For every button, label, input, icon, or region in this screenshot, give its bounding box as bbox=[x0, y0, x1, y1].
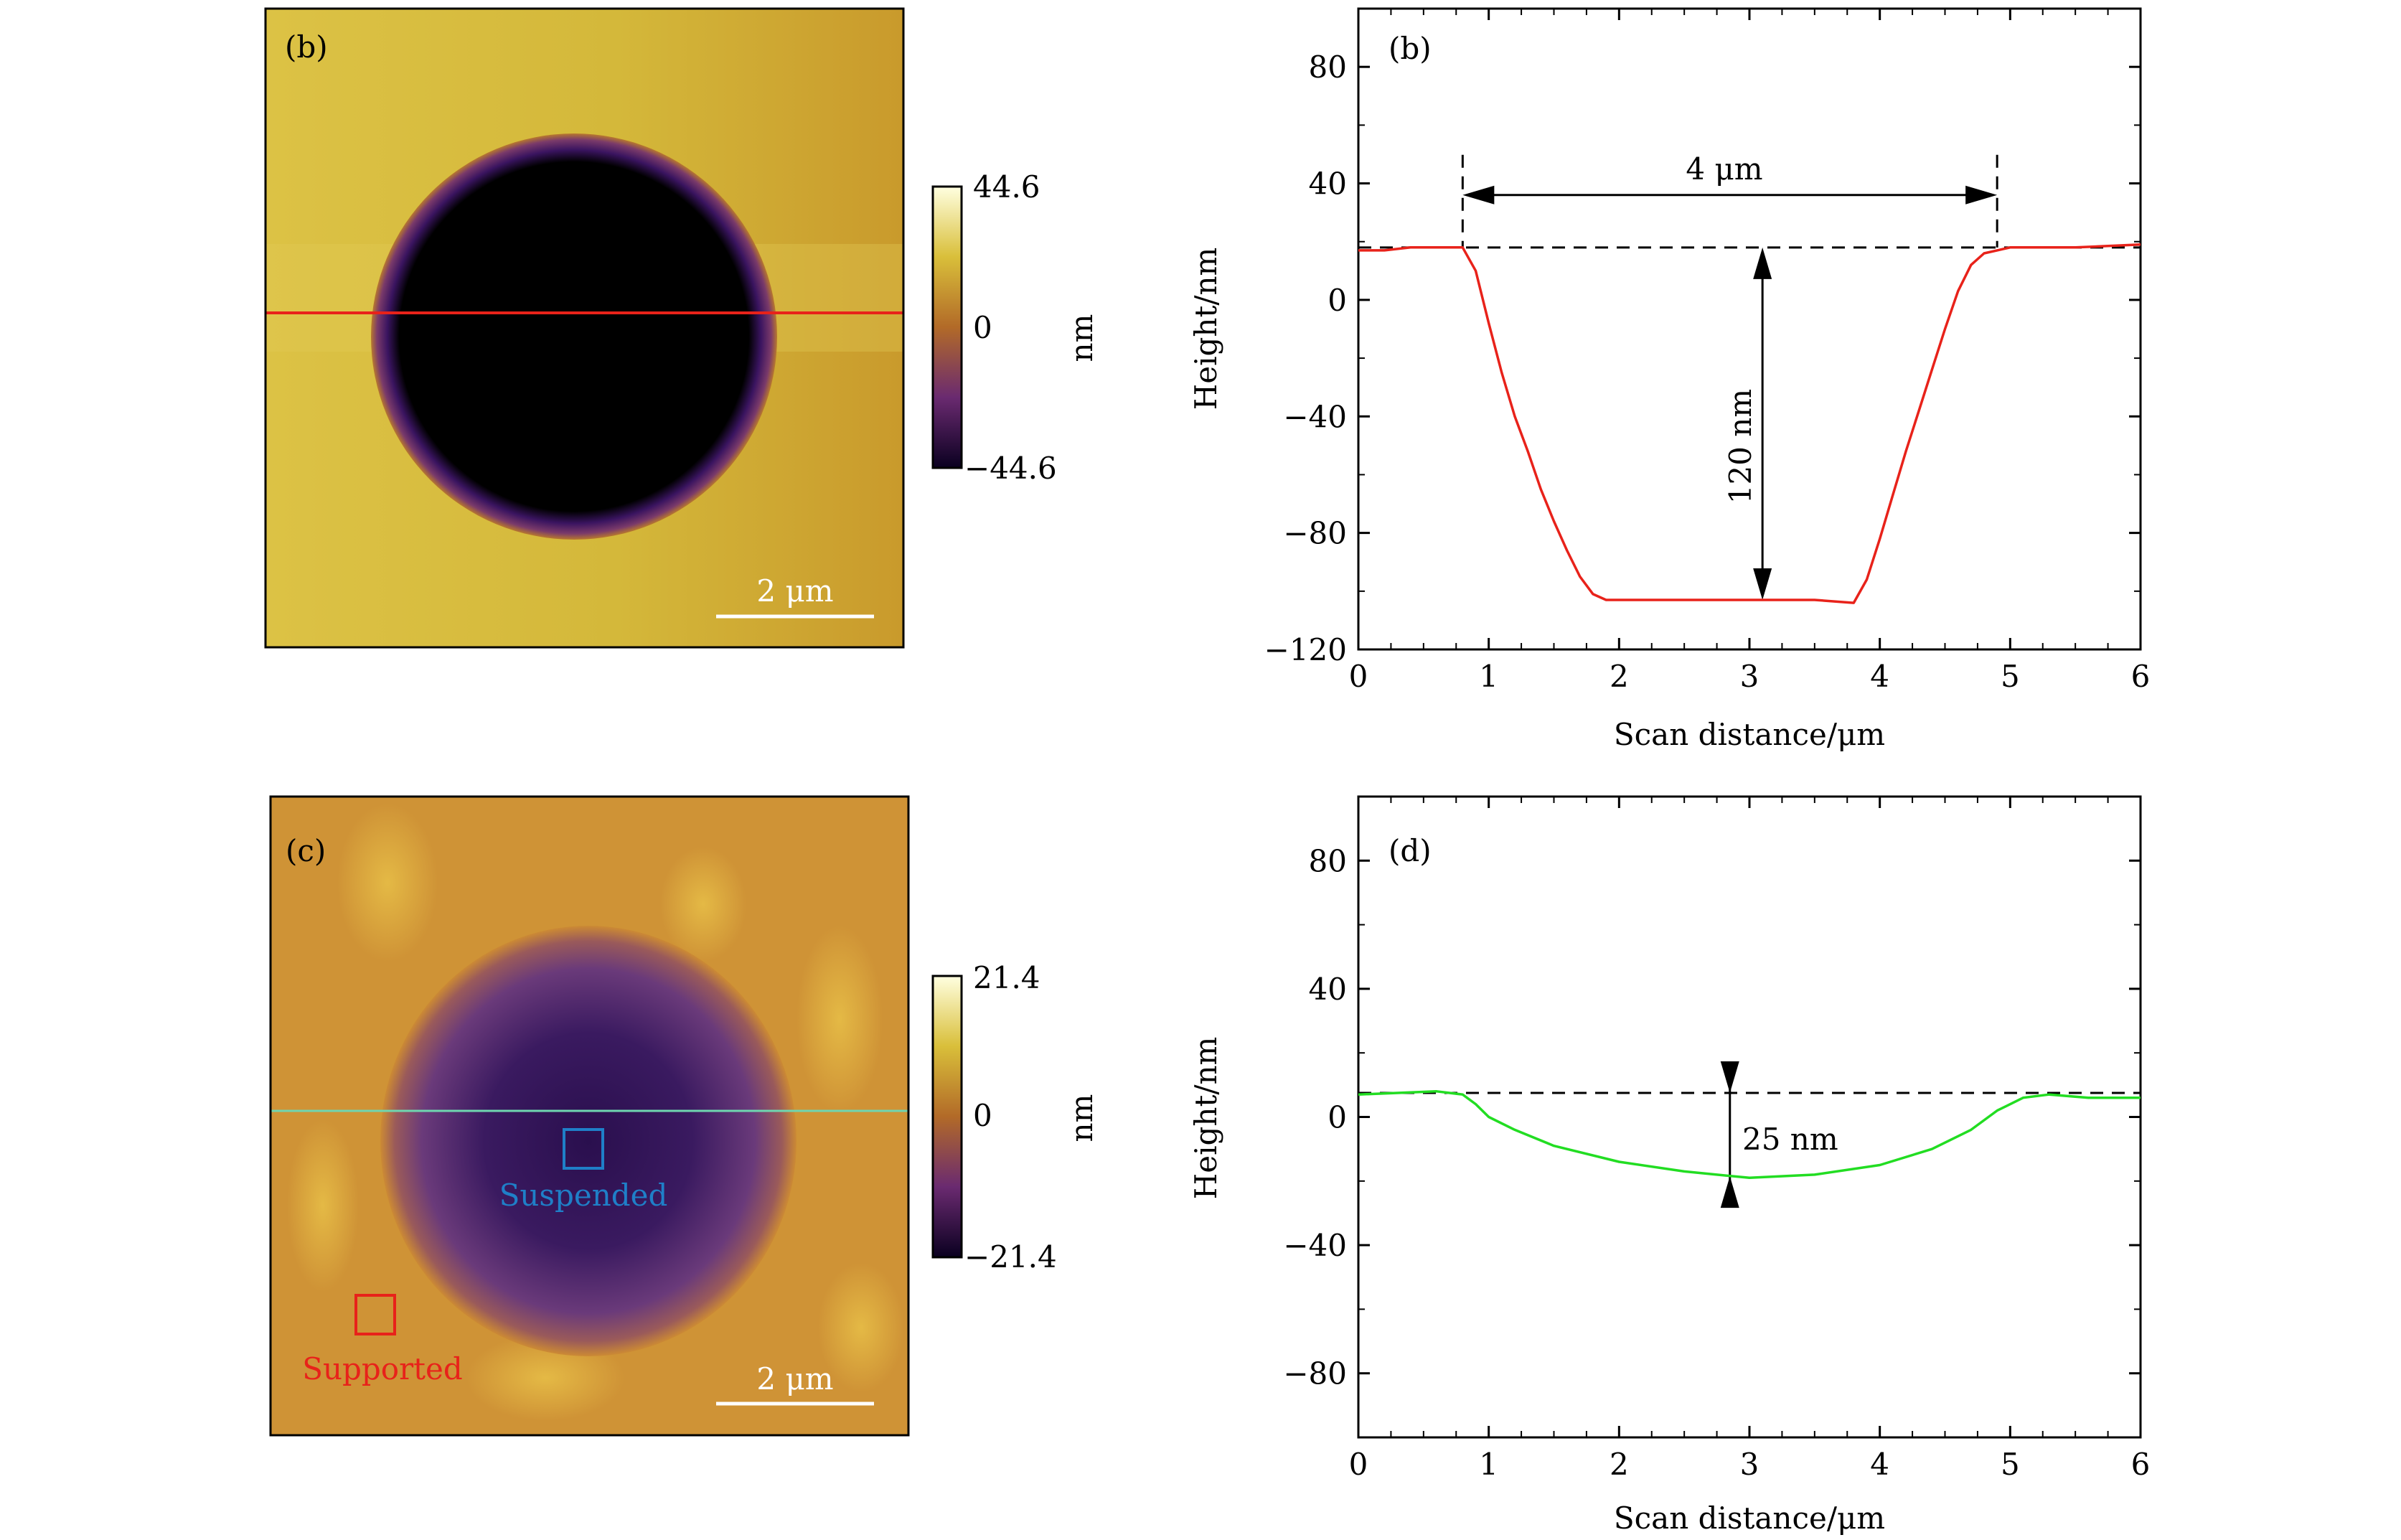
colorbar-mid-label-b: 0 bbox=[973, 310, 992, 345]
arrow-head bbox=[1720, 1061, 1739, 1094]
x-tick-label: 2 bbox=[1610, 659, 1629, 694]
data-series bbox=[1358, 243, 2141, 604]
afm-frame-b bbox=[264, 7, 905, 649]
suspended-label: Suspended bbox=[499, 1178, 668, 1213]
dimension-label-depth: 120 nm bbox=[1723, 389, 1758, 504]
x-tick-label: 3 bbox=[1740, 1447, 1759, 1482]
afm-bright-blob bbox=[466, 1335, 624, 1421]
height-profile-chart-b: 0 1 2 3 4 5 6 −120 −80 −40 0 40 80 (b) Scan distance… bbox=[1188, 7, 2151, 752]
afm-bright-blob bbox=[287, 1119, 359, 1292]
afm-bright-blob bbox=[797, 926, 883, 1112]
y-tick-label: 0 bbox=[1328, 283, 1347, 318]
data-series bbox=[1358, 1090, 2141, 1180]
y-axis-label: Height/nm bbox=[1188, 248, 1223, 410]
colorbar-max-label-c: 21.4 bbox=[973, 960, 1040, 995]
y-tick-label: 80 bbox=[1309, 50, 1347, 85]
y-tick-label: 0 bbox=[1328, 1100, 1347, 1135]
colorbar-b: 44.6 0 −44.6 nm bbox=[931, 169, 1099, 486]
colorbar-min-label-b: −44.6 bbox=[964, 451, 1057, 486]
arrow-head bbox=[1753, 247, 1772, 279]
colorbar-unit-b: nm bbox=[1064, 314, 1099, 362]
x-tick-label: 6 bbox=[2131, 659, 2151, 694]
chart-panel-label: (b) bbox=[1389, 31, 1432, 66]
x-tick-label: 2 bbox=[1610, 1447, 1629, 1482]
afm-scale-bar-label-c: 2 μm bbox=[756, 1361, 833, 1396]
x-tick-label: 5 bbox=[2001, 1447, 2020, 1482]
dimension-label-width: 4 μm bbox=[1686, 151, 1762, 187]
afm-hole-b bbox=[371, 133, 777, 540]
x-axis-label: Scan distance/μm bbox=[1614, 717, 1885, 752]
annotations bbox=[1358, 1061, 2141, 1208]
arrow-head bbox=[1965, 185, 1998, 205]
colorbar-gradient-c bbox=[931, 975, 963, 1259]
colorbar-min-label-c: −21.4 bbox=[964, 1239, 1057, 1274]
y-tick-label: −40 bbox=[1283, 399, 1347, 434]
axis-ticks: 0 1 2 3 4 5 6 −80 −40 0 40 80 bbox=[1283, 796, 2151, 1482]
x-tick-label: 0 bbox=[1349, 659, 1368, 694]
colorbar-mid-label-c: 0 bbox=[973, 1098, 992, 1133]
colorbar-gradient-b bbox=[931, 185, 963, 469]
y-tick-label: 40 bbox=[1309, 972, 1347, 1007]
y-tick-label: 80 bbox=[1309, 843, 1347, 878]
y-tick-label: −80 bbox=[1283, 516, 1347, 551]
colorbar-c: 21.4 0 −21.4 nm bbox=[931, 960, 1099, 1274]
plot-frame bbox=[1357, 7, 2142, 651]
colorbar-unit-c: nm bbox=[1064, 1094, 1099, 1142]
plot-frame bbox=[1357, 795, 2142, 1439]
x-tick-label: 0 bbox=[1349, 1447, 1368, 1482]
x-tick-label: 6 bbox=[2131, 1447, 2151, 1482]
suspended-marker bbox=[563, 1128, 604, 1170]
afm-image-b: (b) 2 μm bbox=[264, 7, 905, 649]
afm-scale-bar-label-b: 2 μm bbox=[756, 573, 833, 609]
dimension-label-depth: 25 nm bbox=[1742, 1122, 1838, 1157]
afm-panel-label-b: (b) bbox=[285, 29, 328, 65]
axis-ticks: 0 1 2 3 4 5 6 −120 −80 −40 0 40 80 bbox=[1264, 8, 2151, 694]
afm-bright-blob bbox=[818, 1263, 904, 1392]
series-line bbox=[1358, 1090, 2141, 1180]
afm-bright-blob bbox=[660, 847, 746, 962]
colorbar-max-label-b: 44.6 bbox=[973, 169, 1040, 205]
arrow-head bbox=[1753, 568, 1772, 600]
arrow-head bbox=[1462, 185, 1495, 205]
y-tick-label: −80 bbox=[1283, 1356, 1347, 1391]
y-tick-label: 40 bbox=[1309, 166, 1347, 202]
annotations bbox=[1358, 154, 2141, 600]
x-tick-label: 3 bbox=[1740, 659, 1759, 694]
x-tick-label: 4 bbox=[1870, 1447, 1889, 1482]
y-axis-label: Height/nm bbox=[1188, 1037, 1223, 1200]
x-tick-label: 5 bbox=[2001, 659, 2020, 694]
supported-marker bbox=[354, 1294, 396, 1335]
afm-bright-blob bbox=[337, 804, 438, 962]
x-axis-label: Scan distance/μm bbox=[1614, 1501, 1885, 1536]
series-line bbox=[1358, 243, 2141, 604]
y-tick-label: −40 bbox=[1283, 1228, 1347, 1263]
afm-image-c: (c) Suspended Supported 2 μm bbox=[269, 795, 910, 1437]
y-tick-label: −120 bbox=[1264, 632, 1347, 667]
afm-suspended-region bbox=[380, 926, 797, 1356]
afm-panel-label-c: (c) bbox=[286, 833, 326, 868]
chart-panel-label: (d) bbox=[1389, 833, 1432, 868]
arrow-head bbox=[1720, 1176, 1739, 1208]
afm-frame-c bbox=[269, 795, 910, 1437]
x-tick-label: 4 bbox=[1870, 659, 1889, 694]
supported-label: Supported bbox=[302, 1351, 463, 1386]
x-tick-label: 1 bbox=[1479, 1447, 1498, 1482]
x-tick-label: 1 bbox=[1479, 659, 1498, 694]
